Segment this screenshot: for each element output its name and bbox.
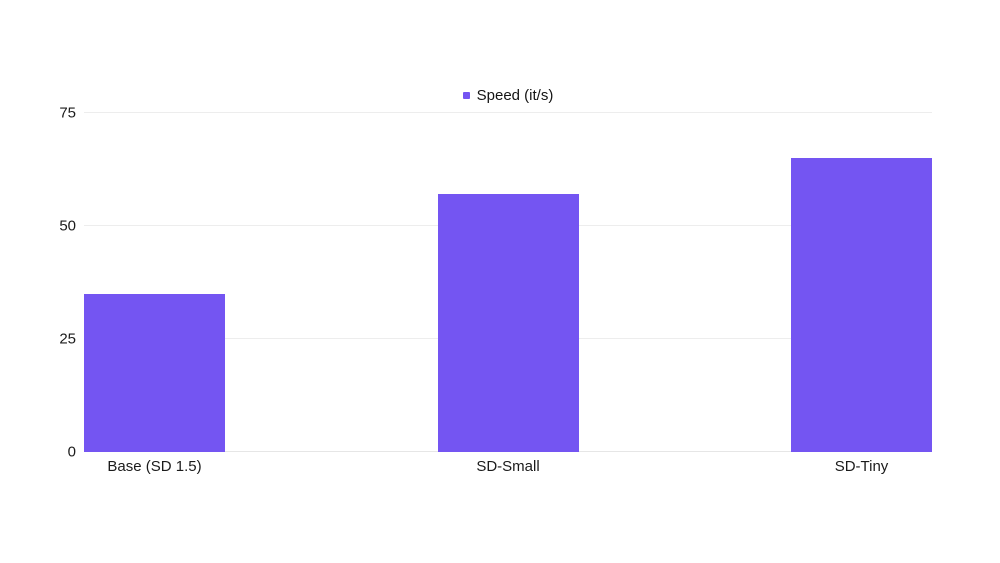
y-tick-label: 0 xyxy=(67,443,76,461)
legend: Speed (it/s) xyxy=(84,85,932,105)
bars-layer xyxy=(84,113,932,452)
y-tick-label: 50 xyxy=(59,217,76,235)
y-tick-label: 25 xyxy=(59,330,76,348)
plot-area xyxy=(84,112,932,452)
legend-label: Speed (it/s) xyxy=(476,86,554,104)
bar-Base (SD 1.5) xyxy=(84,293,225,452)
gridline-75 xyxy=(84,112,932,113)
legend-marker-square xyxy=(462,91,470,99)
x-axis-labels: Base (SD 1.5) SD-Small SD-Tiny xyxy=(84,458,932,475)
x-category-label: Base (SD 1.5) xyxy=(107,458,202,475)
y-axis-tick-labels: 0 25 50 75 xyxy=(0,106,76,460)
x-category-label: SD-Tiny xyxy=(834,458,889,475)
x-category-label: SD-Small xyxy=(476,458,540,475)
bar-SD-Tiny xyxy=(791,158,932,452)
y-tick-label: 75 xyxy=(59,104,76,122)
bar-SD-Small xyxy=(437,194,579,452)
